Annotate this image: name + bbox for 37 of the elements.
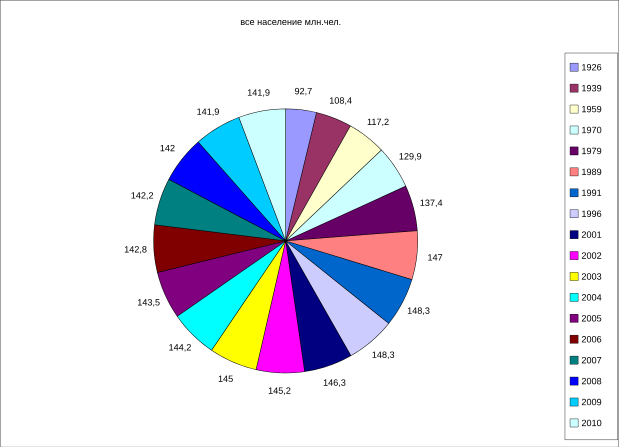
legend-label: 2002 <box>582 252 602 259</box>
data-label: 144,2 <box>169 344 191 352</box>
data-label: 142,2 <box>131 192 154 200</box>
legend-label: 2009 <box>582 398 602 406</box>
legend-label: 2006 <box>582 336 602 342</box>
legend-label: 1979 <box>582 148 602 154</box>
legend-label: 2003 <box>582 273 602 280</box>
data-label: 145,2 <box>268 387 290 395</box>
data-label: 117,2 <box>368 118 389 126</box>
legend-label: 2004 <box>582 294 602 300</box>
legend-label: 2005 <box>582 314 602 322</box>
chart-title: все население млн.чел. <box>240 20 340 25</box>
legend-label: 1926 <box>582 64 602 70</box>
data-label: 141,9 <box>197 108 219 116</box>
legend-label: 1970 <box>582 126 602 134</box>
data-label: 129,9 <box>400 152 422 160</box>
data-label: 142,8 <box>124 246 147 254</box>
data-label: 148,3 <box>408 307 430 315</box>
data-label: 141,9 <box>248 89 270 97</box>
data-label: 142 <box>160 144 175 152</box>
legend-label: 2008 <box>582 378 602 384</box>
data-label: 143,5 <box>138 298 160 306</box>
legend-label: 1996 <box>582 210 602 217</box>
data-label: 92,7 <box>294 88 312 96</box>
legend-label: 1989 <box>582 168 602 175</box>
legend-label: 2010 <box>582 420 602 426</box>
data-label: 145 <box>218 375 233 382</box>
legend-label: 2007 <box>582 356 602 364</box>
data-label: 146,3 <box>324 379 346 387</box>
data-label: 148,3 <box>372 351 394 359</box>
data-label: 147 <box>428 254 442 260</box>
legend-label: 1959 <box>582 106 602 112</box>
legend-label: 2001 <box>582 231 602 238</box>
data-label: 108,4 <box>330 97 352 105</box>
data-label: 137,4 <box>420 199 442 207</box>
legend-label: 1939 <box>582 84 602 92</box>
legend-label: 1991 <box>582 189 602 196</box>
